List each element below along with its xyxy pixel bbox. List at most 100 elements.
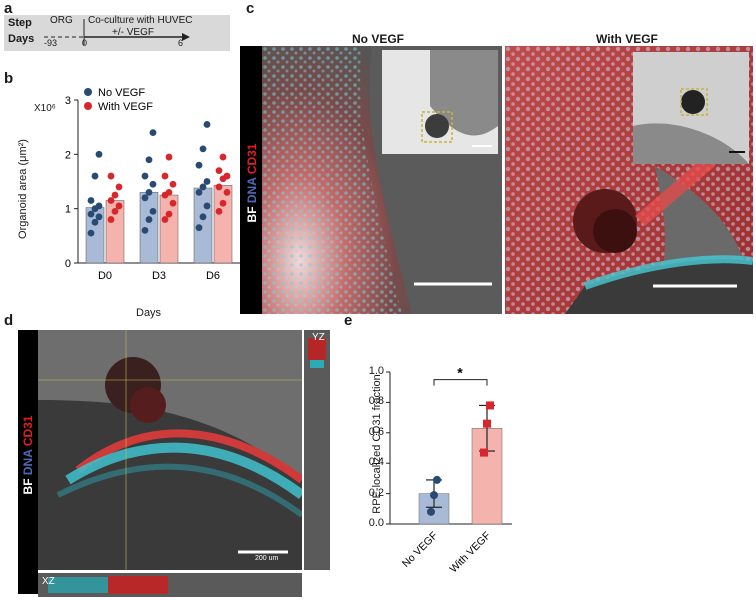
chart-b-point	[87, 229, 95, 237]
chart-b-ytick-label: 1	[65, 204, 71, 216]
chart-b-ylabel: Organoid area (μm²)	[17, 139, 29, 239]
chart-b-xtick-label: D0	[98, 270, 112, 282]
chart-b-point	[161, 172, 169, 180]
chart-e-ytick-label: 0.8	[368, 395, 384, 408]
stain-dna: DNA	[21, 449, 35, 476]
confocal-yz-slice	[304, 330, 330, 570]
chart-e-significance-bracket	[433, 379, 488, 386]
chart-b-point	[87, 210, 95, 218]
timeline-coculture-label: Co-culture with HUVEC	[88, 15, 193, 26]
chart-b-point	[203, 202, 211, 210]
chart-b-point	[149, 207, 157, 215]
chart-b-point	[223, 172, 231, 180]
panel-c-stain-strip	[240, 46, 262, 314]
chart-b-legend-marker	[84, 102, 92, 110]
panel-label-b: b	[4, 70, 14, 87]
chart-b-ytick-label: 3	[65, 95, 71, 107]
panel-d-scale-text: 200 um	[255, 555, 279, 562]
chart-b-xlabel: Days	[136, 307, 162, 319]
chart-e-ytick-label: 0.6	[368, 425, 384, 438]
chart-e-point	[433, 475, 441, 484]
stain-cd31: CD31	[21, 415, 35, 447]
chart-b-point	[91, 172, 99, 180]
chart-b-point	[107, 197, 115, 204]
chart-e-significance-mark: *	[457, 365, 463, 381]
panel-c-stain-labels: BF DNA CD31	[245, 143, 259, 223]
timeline-days-label: Days	[8, 33, 35, 45]
chart-b-point	[115, 183, 123, 191]
chart-e-xtick-label: No VEGF	[400, 530, 440, 570]
chart-b-point	[203, 121, 211, 128]
chart-b-point	[215, 207, 223, 215]
chart-b-point	[149, 129, 157, 136]
chart-b-point	[111, 191, 119, 199]
chart-b-point	[107, 172, 115, 180]
panel-d-stain-strip	[18, 330, 38, 594]
chart-b-point	[95, 202, 103, 210]
chart-b-point	[111, 207, 119, 215]
chart-b-point	[195, 188, 203, 196]
chart-e-xtick-label: With VEGF	[448, 530, 494, 576]
chart-b-point	[199, 183, 207, 191]
chart-b-point	[145, 188, 153, 196]
chart-b-legend-label: With VEGF	[98, 101, 153, 113]
chart-b-point	[165, 188, 173, 196]
timeline-box	[4, 15, 230, 51]
chart-b-point	[87, 197, 95, 204]
chart-b-point	[215, 167, 223, 175]
chart-b-point	[165, 210, 173, 218]
chart-b-point	[141, 227, 149, 234]
chart-e-point	[427, 507, 435, 516]
chart-b-point	[219, 153, 227, 161]
timeline-arrows	[44, 19, 190, 45]
chart-b-point	[219, 199, 227, 207]
chart-e-point	[480, 448, 488, 457]
chart-e-ytick-label: 1.0	[368, 365, 384, 377]
chart-e-ytick-label: 0.0	[368, 517, 384, 529]
chart-b-point	[223, 188, 231, 196]
timeline-org-label: ORG	[50, 15, 73, 26]
stain-cd31: CD31	[245, 143, 259, 175]
chart-b-ytick-label: 0	[65, 258, 71, 270]
stain-dna: DNA	[245, 177, 259, 204]
confocal-main	[38, 330, 302, 570]
chart-b-point	[203, 178, 211, 185]
timeline-vegf-label: +/- VEGF	[112, 27, 154, 38]
timeline-day-zero: 0	[82, 38, 88, 48]
chart-b-xtick-label: D3	[152, 270, 166, 282]
chart-b-point	[141, 172, 149, 180]
timeline-day-end: 6	[178, 38, 184, 48]
chart-b-bar	[213, 185, 233, 264]
chart-e-point	[483, 419, 491, 428]
chart-b-legend-marker	[84, 88, 92, 96]
chart-b-point	[149, 180, 157, 188]
chart-b-point	[95, 213, 103, 221]
chart-b-point	[169, 180, 177, 188]
chart-b-legend-label: No VEGF	[98, 88, 145, 99]
chart-b-point	[169, 199, 177, 207]
chart-b-bar	[139, 192, 159, 264]
chart-b-point	[195, 224, 203, 232]
chart-e: No VEGF With VEGF *	[386, 365, 512, 576]
timeline-day-start: -93	[44, 38, 58, 48]
chart-b-point	[215, 183, 223, 191]
chart-b-multiplier: X10⁶	[34, 103, 56, 114]
chart-b-point	[91, 218, 99, 226]
chart-b-point	[145, 156, 153, 164]
chart-b-point	[165, 153, 173, 161]
stain-bf: BF	[245, 206, 259, 223]
chart-e-point	[486, 401, 494, 410]
confocal-xz-slice	[38, 573, 302, 597]
chart-e-point	[430, 491, 438, 500]
chart-b-point	[199, 145, 207, 153]
chart-e-ytick-label: 0.4	[368, 456, 384, 469]
chart-b-xtick-label: D6	[206, 270, 220, 282]
chart-b: 0 1 2 3 D0 D3 D6 No VEGF With VEGF	[65, 88, 240, 282]
panel-label-e: e	[344, 312, 353, 329]
chart-b-point	[95, 150, 103, 158]
panel-c-title-right: With VEGF	[596, 32, 658, 46]
chart-b-point	[199, 213, 207, 221]
chart-e-ytick-label: 0.2	[368, 486, 384, 499]
chart-b-point	[115, 202, 123, 210]
chart-b-bar	[105, 200, 125, 264]
